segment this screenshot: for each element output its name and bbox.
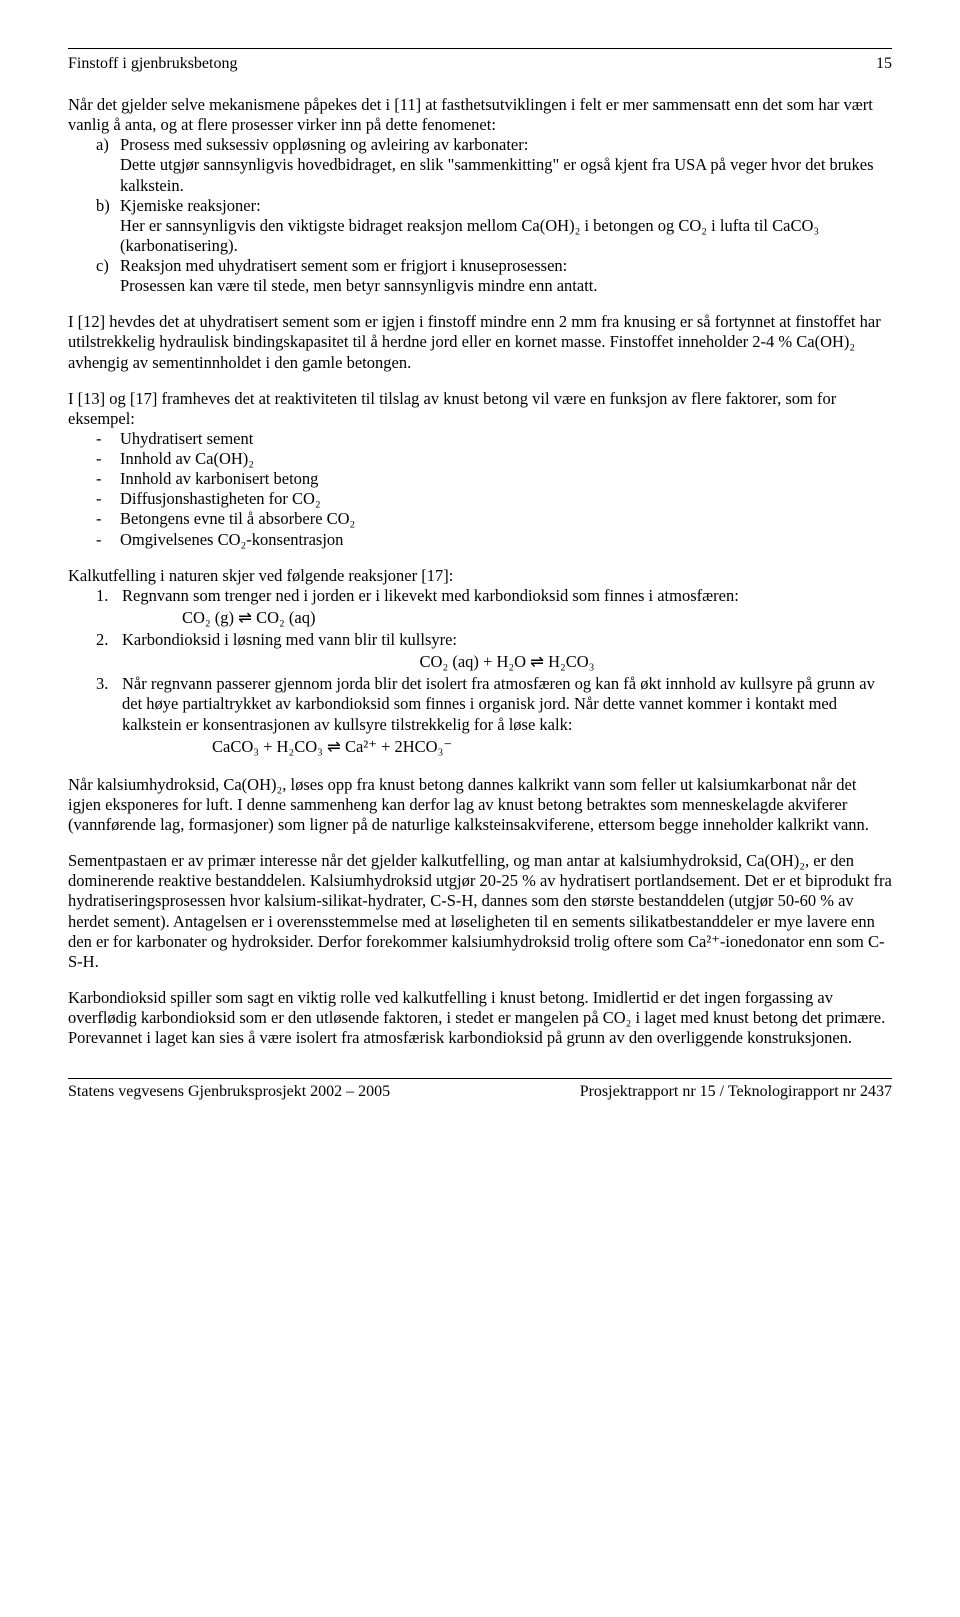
footer-rule [68,1078,892,1079]
num-3-body: Når regnvann passerer gjennom jorda blir… [122,674,892,759]
dash-item-4: Diffusjonshastigheten for CO₂ [120,489,321,509]
dash-list: -Uhydratisert sement -Innhold av Ca(OH)₂… [96,429,892,550]
dash-item-5: Betongens evne til å absorbere CO₂ [120,509,355,529]
item-a-text: Prosess med suksessiv oppløsning og avle… [120,135,892,195]
dash-marker: - [96,489,120,509]
header-rule [68,48,892,49]
paragraph-4: Kalkutfelling i naturen skjer ved følgen… [68,566,892,759]
footer-right: Prosjektrapport nr 15 / Teknologirapport… [580,1083,892,1101]
equation-3: CaCO₃ + H₂CO₃ ⇌ Ca²⁺ + 2HCO₃⁻ [212,737,892,757]
paragraph-7: Karbondioksid spiller som sagt en viktig… [68,988,892,1048]
page: Finstoff i gjenbruksbetong 15 Når det gj… [0,0,960,1141]
num-2-marker: 2. [96,630,122,674]
equation-2: CO₂ (aq) + H₂O ⇌ H₂CO₃ [122,652,892,672]
p4-intro: Kalkutfelling i naturen skjer ved følgen… [68,566,453,585]
paragraph-6: Sementpastaen er av primær interesse når… [68,851,892,972]
dash-marker: - [96,509,120,529]
dash-marker: - [96,449,120,469]
dash-marker: - [96,530,120,550]
equation-1: CO₂ (g) ⇌ CO₂ (aq) [182,608,892,628]
item-c-text: Reaksjon med uhydratisert sement som er … [120,256,892,296]
header-left: Finstoff i gjenbruksbetong [68,55,237,73]
dash-item-6: Omgivelsenes CO₂-konsentrasjon [120,530,343,550]
footer-left: Statens vegvesens Gjenbruksprosjekt 2002… [68,1083,390,1101]
item-a-marker: a) [96,135,120,195]
num-2-text: Karbondioksid i løsning med vann blir ti… [122,630,457,649]
running-header: Finstoff i gjenbruksbetong 15 [68,55,892,73]
item-b-text: Kjemiske reaksjoner: Her er sannsynligvi… [120,196,892,256]
numbered-list: 1. Regnvann som trenger ned i jorden er … [96,586,892,759]
header-page-number: 15 [876,55,892,73]
num-3-marker: 3. [96,674,122,759]
num-1-text: Regnvann som trenger ned i jorden er i l… [122,586,739,605]
list-abc: a) Prosess med suksessiv oppløsning og a… [96,135,892,296]
paragraph-2: I [12] hevdes det at uhydratisert sement… [68,312,892,372]
dash-marker: - [96,469,120,489]
num-3-text: Når regnvann passerer gjennom jorda blir… [122,674,875,733]
paragraph-3: I [13] og [17] framheves det at reaktivi… [68,389,892,550]
dash-item-3: Innhold av karbonisert betong [120,469,318,489]
paragraph-5: Når kalsiumhydroksid, Ca(OH)₂, løses opp… [68,775,892,835]
dash-marker: - [96,429,120,449]
item-c-marker: c) [96,256,120,296]
item-b-marker: b) [96,196,120,256]
dash-item-1: Uhydratisert sement [120,429,253,449]
dash-item-2: Innhold av Ca(OH)₂ [120,449,254,469]
paragraph-1: Når det gjelder selve mekanismene påpeke… [68,95,892,296]
running-footer: Statens vegvesens Gjenbruksprosjekt 2002… [68,1083,892,1101]
num-1-body: Regnvann som trenger ned i jorden er i l… [122,586,892,630]
num-2-body: Karbondioksid i løsning med vann blir ti… [122,630,892,674]
num-1-marker: 1. [96,586,122,630]
p3-intro: I [13] og [17] framheves det at reaktivi… [68,389,836,428]
p1-intro: Når det gjelder selve mekanismene påpeke… [68,95,873,134]
